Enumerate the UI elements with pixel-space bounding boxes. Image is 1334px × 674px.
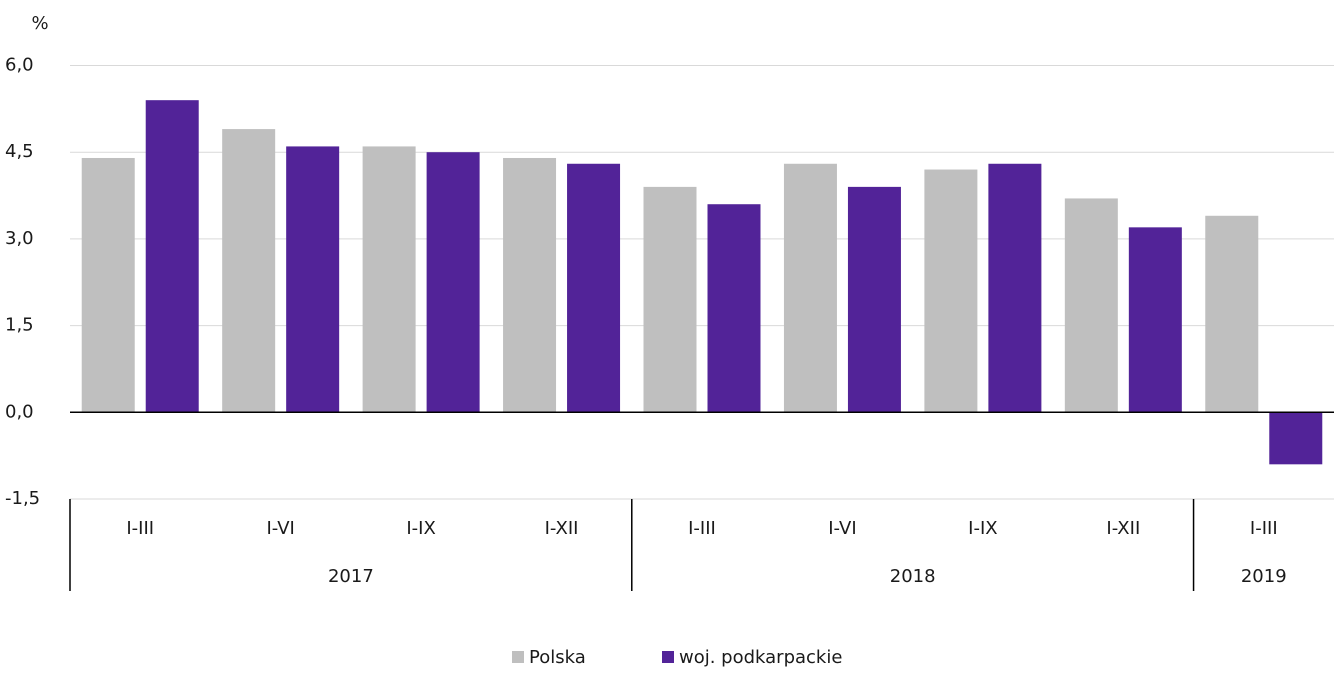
- legend-label: Polska: [529, 647, 586, 668]
- bar: [988, 163, 1042, 413]
- bar: [362, 146, 416, 413]
- bar: [1064, 198, 1118, 413]
- y-tick-label: 3,0: [5, 228, 34, 249]
- bar: [847, 186, 901, 413]
- bar: [783, 163, 837, 413]
- group-label: 2019: [1241, 566, 1287, 587]
- legend-swatch: [662, 651, 674, 663]
- x-tick-label: I-III: [688, 518, 716, 539]
- x-tick-label: I-IX: [968, 518, 997, 539]
- x-tick-label: I-VI: [828, 518, 856, 539]
- x-tick-label: I-VI: [266, 518, 294, 539]
- bar: [924, 169, 978, 413]
- bar: [1205, 215, 1259, 413]
- x-tick-label: I-IX: [406, 518, 435, 539]
- legend-label: woj. podkarpackie: [679, 647, 842, 668]
- y-tick-label: 6,0: [5, 55, 34, 76]
- bar: [145, 100, 199, 413]
- x-tick-label: I-III: [1250, 518, 1278, 539]
- bar: [1269, 412, 1323, 465]
- bar: [707, 204, 761, 413]
- bar: [1128, 227, 1182, 413]
- x-tick-label: I-XII: [1106, 518, 1140, 539]
- bar: [81, 157, 135, 413]
- bar: [222, 129, 276, 413]
- y-tick-label: -1,5: [5, 488, 40, 509]
- y-tick-label: 1,5: [5, 315, 34, 336]
- y-tick-label: 4,5: [5, 141, 34, 162]
- x-tick-label: I-XII: [545, 518, 579, 539]
- x-tick-label: I-III: [126, 518, 154, 539]
- bar: [286, 146, 340, 413]
- y-unit: %: [31, 13, 48, 34]
- legend-swatch: [512, 651, 524, 663]
- y-tick-label: 0,0: [5, 401, 34, 422]
- group-label: 2017: [328, 566, 374, 587]
- bar: [426, 152, 480, 413]
- group-label: 2018: [890, 566, 936, 587]
- bar: [567, 163, 621, 413]
- bar: [503, 157, 557, 413]
- bar: [643, 186, 697, 413]
